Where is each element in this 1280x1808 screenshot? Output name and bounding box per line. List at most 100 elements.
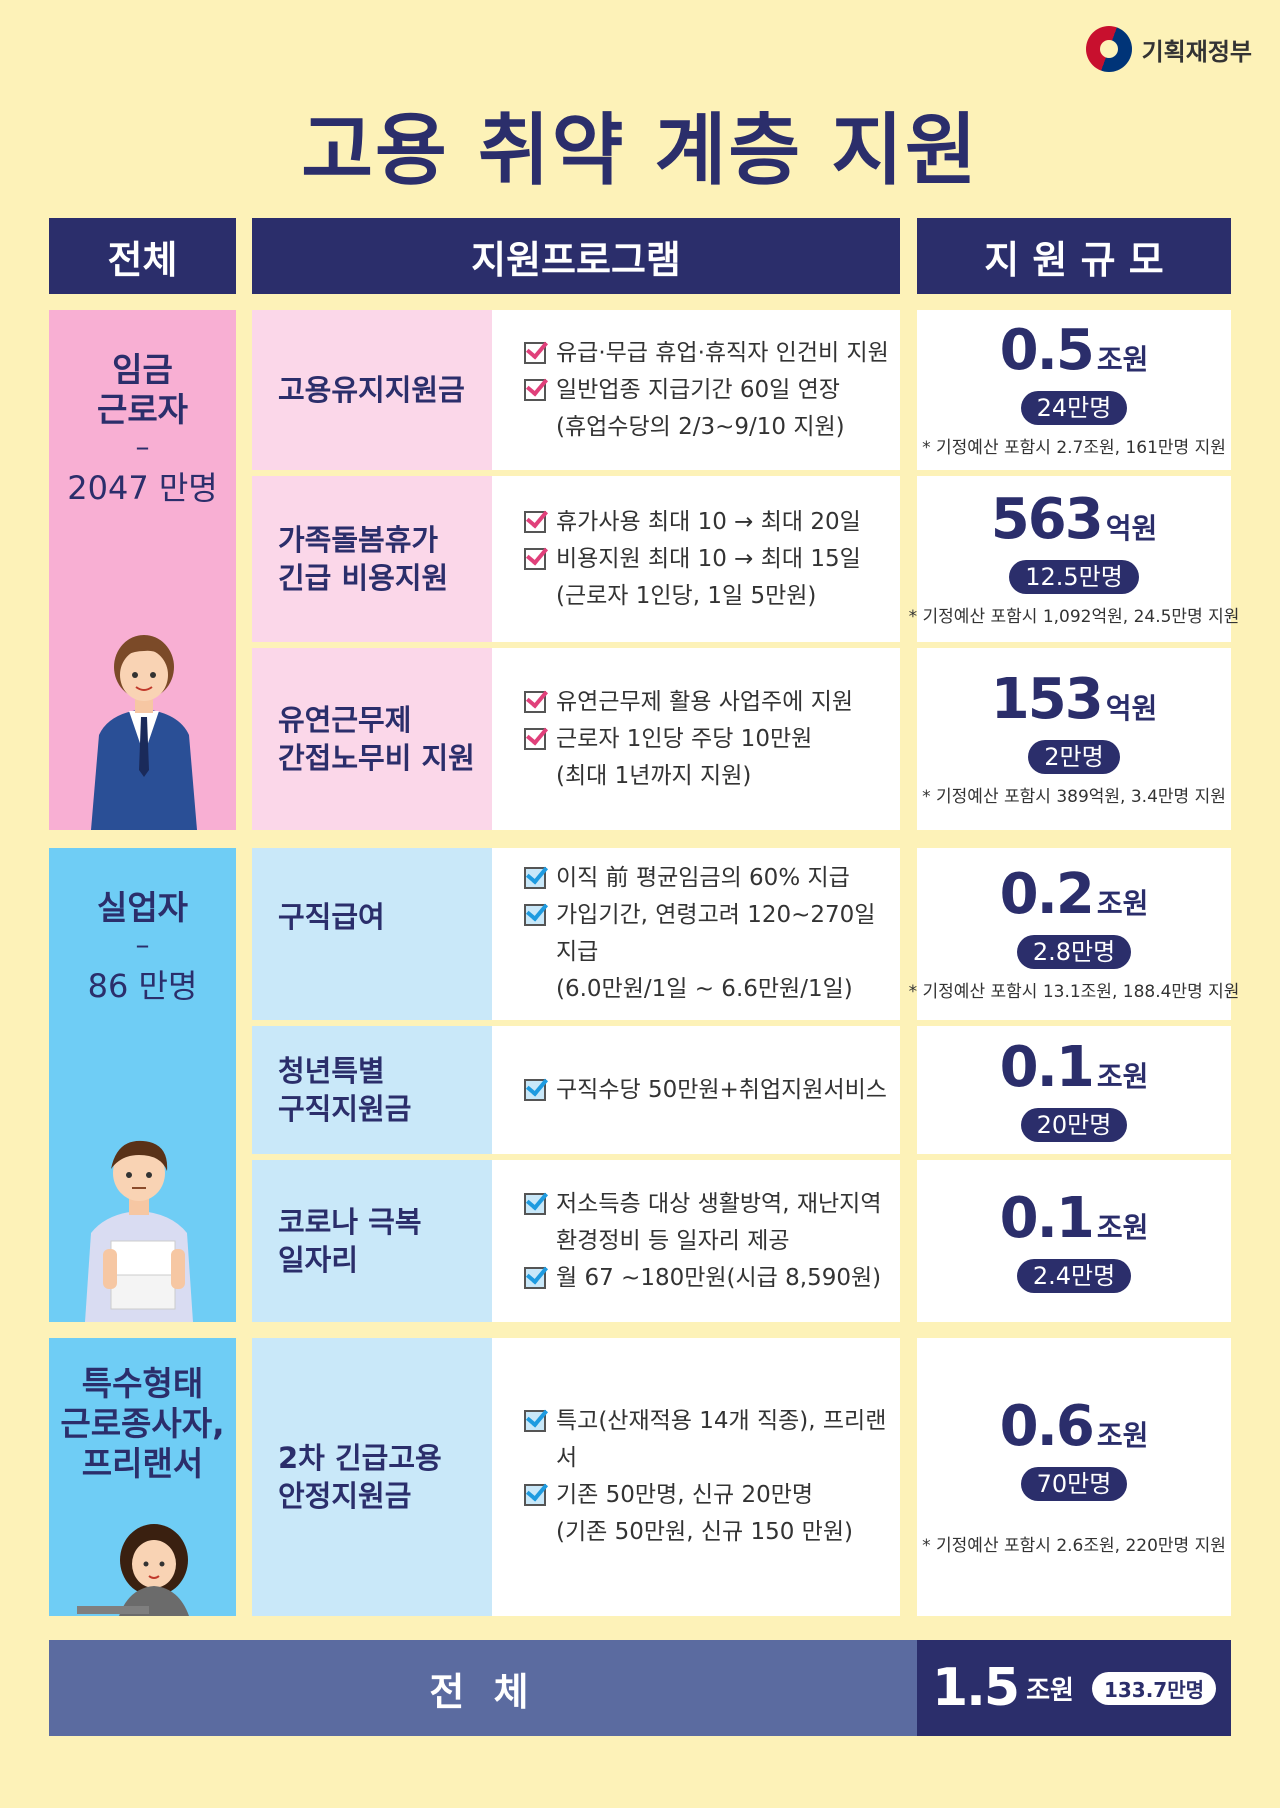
program-detail: 유급·무급 휴업·휴직자 인건비 지원 일반업종 지급기간 60일 연장 (휴업… bbox=[492, 310, 900, 470]
total-people-badge: 133.7만명 bbox=[1091, 1671, 1217, 1705]
group-unemployed: 실업자 – 86 만명 bbox=[49, 848, 236, 1322]
program-cell: 구직급여 bbox=[252, 848, 492, 1020]
group-count: 86 만명 bbox=[87, 967, 198, 1005]
amount-value: 153 bbox=[990, 667, 1104, 732]
check-item-continued: (최대 1년까지 지원) bbox=[556, 762, 752, 789]
scale-cell: 0.5 조원 24만명 * 기정예산 포함시 2.7조원, 161만명 지원 bbox=[917, 310, 1231, 470]
check-item-continued: (기존 50만원, 신규 150 만원) bbox=[556, 1519, 853, 1545]
header-program: 지원프로그램 bbox=[252, 218, 900, 294]
amount-value: 0.1 bbox=[999, 1034, 1095, 1100]
group-title: 임금 bbox=[112, 350, 173, 389]
freelancer-illustration-icon bbox=[77, 1524, 189, 1616]
amount-unit: 조원 bbox=[1096, 1059, 1149, 1093]
program-detail: 저소득층 대상 생활방역, 재난지역 환경정비 등 일자리 제공 월 67 ~1… bbox=[492, 1160, 900, 1322]
check-item: 기존 50만명, 신규 20만명 bbox=[524, 1477, 900, 1514]
amount-unit: 조원 bbox=[1096, 887, 1149, 920]
amount-value: 563 bbox=[990, 487, 1104, 552]
taegeuk-emblem-icon bbox=[1085, 26, 1132, 72]
total-scale: 1.5 조원 133.7만명 bbox=[917, 1640, 1231, 1736]
amount-unit: 조원 bbox=[1096, 1210, 1149, 1244]
group-wage-workers: 임금 근로자 – 2047 만명 bbox=[49, 310, 236, 830]
check-item: 유급·무급 휴업·휴직자 인건비 지원 bbox=[524, 335, 900, 372]
program-detail: 특고(산재적용 14개 직종), 프리랜서 기존 50만명, 신규 20만명 (… bbox=[492, 1338, 900, 1616]
checkbox-icon bbox=[524, 1192, 546, 1215]
check-item: 이직 前 평균임금의 60% 지급 bbox=[524, 860, 900, 897]
group-freelancers: 특수형태 근로종사자, 프리랜서 bbox=[49, 1338, 236, 1616]
checkbox-icon bbox=[524, 1410, 546, 1432]
group-dash: – bbox=[135, 928, 150, 961]
budget-note: * 기정예산 포함시 2.6조원, 220만명 지원 bbox=[922, 1536, 1226, 1556]
check-item-continued: (6.0만원/1일 ~ 6.6만원/1일) bbox=[556, 976, 853, 1002]
program-detail: 유연근무제 활용 사업주에 지원 근로자 1인당 주당 10만원 (최대 1년까… bbox=[492, 648, 900, 830]
ministry-logo: 기획재정부 bbox=[1085, 26, 1252, 72]
amount-unit: 억원 bbox=[1105, 692, 1158, 725]
group-title: 근로자 bbox=[96, 390, 189, 429]
people-badge: 2.8만명 bbox=[1016, 935, 1132, 969]
scale-cell: 0.2 조원 2.8만명 * 기정예산 포함시 13.1조원, 188.4만명 지… bbox=[909, 848, 1239, 1020]
program-detail: 이직 前 평균임금의 60% 지급 가입기간, 연령고려 120~270일 지급… bbox=[492, 848, 900, 1020]
check-item: 유연근무제 활용 사업주에 지원 bbox=[524, 684, 900, 721]
check-item: 구직수당 50만원+취업지원서비스 bbox=[524, 1072, 900, 1109]
program-cell: 2차 긴급고용 안정지원금 bbox=[252, 1338, 492, 1616]
budget-note: * 기정예산 포함시 389억원, 3.4만명 지원 bbox=[922, 787, 1226, 807]
budget-note: * 기정예산 포함시 1,092억원, 24.5만명 지원 bbox=[908, 607, 1240, 627]
group-title: 근로종사자, bbox=[60, 1404, 225, 1443]
scale-cell: 0.6 조원 70만명 * 기정예산 포함시 2.6조원, 220만명 지원 bbox=[917, 1338, 1231, 1616]
amount-value: 0.2 bbox=[999, 862, 1095, 927]
budget-note: * 기정예산 포함시 13.1조원, 188.4만명 지원 bbox=[908, 982, 1240, 1002]
program-cell: 청년특별 구직지원금 bbox=[252, 1026, 492, 1154]
program-detail: 구직수당 50만원+취업지원서비스 bbox=[492, 1026, 900, 1154]
checkbox-icon bbox=[524, 547, 546, 570]
check-item: 특고(산재적용 14개 직종), 프리랜서 bbox=[524, 1403, 900, 1477]
checkbox-icon bbox=[524, 1078, 546, 1101]
group-count: 2047 만명 bbox=[67, 469, 218, 507]
program-cell: 고용유지지원금 bbox=[252, 310, 492, 470]
check-item: 근로자 1인당 주당 10만원 bbox=[524, 721, 900, 758]
check-item: 월 67 ~180만원(시급 8,590원) bbox=[524, 1260, 900, 1297]
checkbox-icon bbox=[524, 378, 546, 401]
checkbox-icon bbox=[524, 690, 546, 713]
program-cell: 코로나 극복 일자리 bbox=[252, 1160, 492, 1322]
job-seeker-illustration-icon bbox=[85, 1140, 193, 1322]
amount-unit: 조원 bbox=[1096, 343, 1149, 376]
checkbox-icon bbox=[524, 1484, 546, 1506]
scale-cell: 153 억원 2만명 * 기정예산 포함시 389억원, 3.4만명 지원 bbox=[917, 648, 1231, 830]
people-badge: 2만명 bbox=[1028, 740, 1120, 774]
checkbox-icon bbox=[524, 867, 546, 889]
check-item: 가입기간, 연령고려 120~270일 지급 bbox=[524, 897, 900, 971]
check-item: 저소득층 대상 생활방역, 재난지역 bbox=[524, 1186, 900, 1223]
budget-note: * 기정예산 포함시 2.7조원, 161만명 지원 bbox=[922, 438, 1226, 458]
scale-cell: 563 억원 12.5만명 * 기정예산 포함시 1,092억원, 24.5만명 … bbox=[909, 476, 1239, 642]
people-badge: 20만명 bbox=[1020, 1107, 1128, 1142]
amount-value: 0.5 bbox=[999, 318, 1095, 383]
program-cell: 가족돌봄휴가 긴급 비용지원 bbox=[252, 476, 492, 642]
program-cell: 유연근무제 간접노무비 지원 bbox=[252, 648, 492, 830]
ministry-name: 기획재정부 bbox=[1141, 37, 1252, 66]
check-item: 비용지원 최대 10 → 최대 15일 bbox=[524, 541, 900, 578]
program-detail: 휴가사용 최대 10 → 최대 20일 비용지원 최대 10 → 최대 15일 … bbox=[492, 476, 900, 642]
check-item-continued: 환경정비 등 일자리 제공 bbox=[556, 1227, 790, 1254]
group-title: 특수형태 bbox=[81, 1364, 204, 1403]
scale-cell: 0.1 조원 20만명 bbox=[917, 1026, 1231, 1154]
checkbox-icon bbox=[524, 904, 546, 926]
header-scale: 지 원 규 모 bbox=[917, 218, 1231, 294]
amount-value: 0.1 bbox=[999, 1185, 1095, 1251]
people-badge: 12.5만명 bbox=[1009, 560, 1139, 594]
group-title: 실업자 bbox=[96, 888, 189, 927]
office-worker-illustration-icon bbox=[91, 635, 197, 830]
total-amount: 1.5 bbox=[931, 1658, 1020, 1718]
amount-unit: 조원 bbox=[1096, 1419, 1149, 1452]
total-unit: 조원 bbox=[1026, 1675, 1074, 1706]
check-item-continued: (근로자 1인당, 1일 5만원) bbox=[556, 582, 817, 609]
people-badge: 70만명 bbox=[1020, 1467, 1128, 1501]
people-badge: 2.4만명 bbox=[1016, 1258, 1132, 1293]
group-dash: – bbox=[135, 430, 150, 463]
checkbox-icon bbox=[524, 727, 546, 750]
scale-cell: 0.1 조원 2.4만명 bbox=[917, 1160, 1231, 1322]
people-badge: 24만명 bbox=[1020, 391, 1128, 425]
header-group: 전체 bbox=[49, 218, 236, 294]
amount-value: 0.6 bbox=[999, 1394, 1095, 1459]
checkbox-icon bbox=[524, 341, 546, 364]
check-item: 일반업종 지급기간 60일 연장 bbox=[524, 372, 900, 409]
check-item: 휴가사용 최대 10 → 최대 20일 bbox=[524, 504, 900, 541]
